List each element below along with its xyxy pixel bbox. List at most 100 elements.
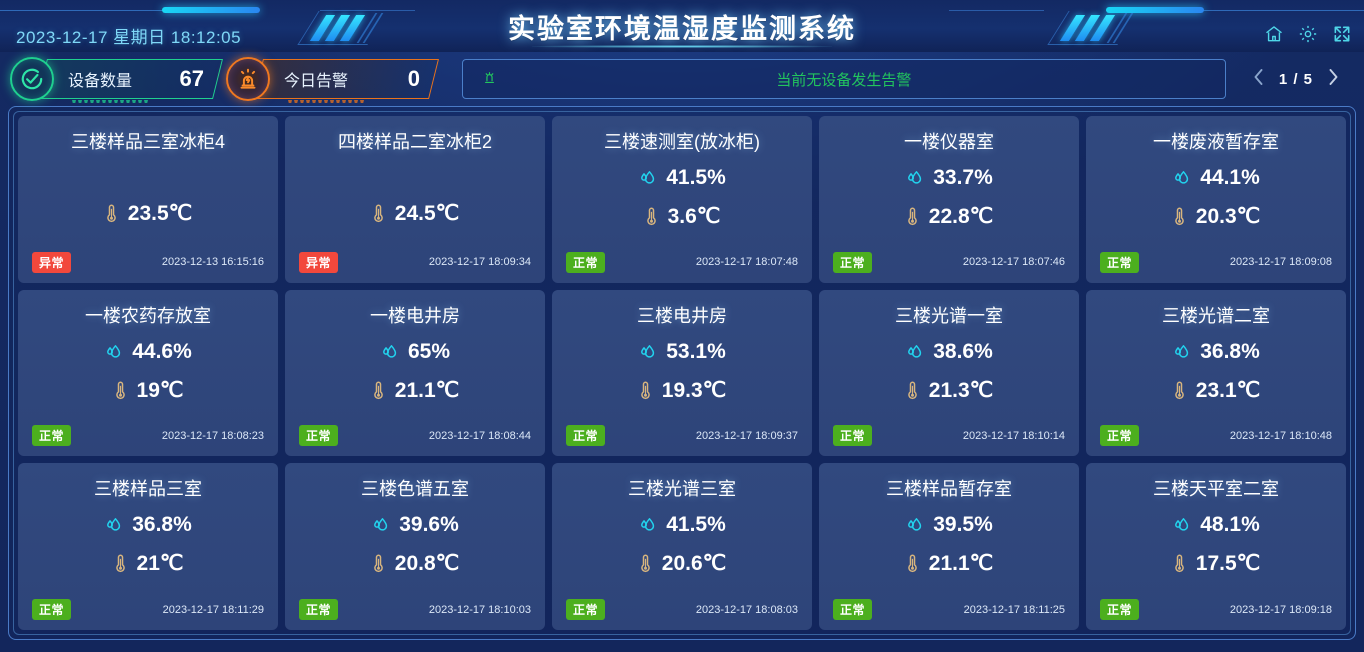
temperature-value: 21℃ [136, 552, 184, 576]
humidity-value: 36.8% [132, 513, 192, 537]
device-card[interactable]: 三楼天平室二室 48.1% 17.5℃ 正常 2023-12-17 18:09:18 [1086, 463, 1346, 630]
gear-icon[interactable] [1298, 24, 1318, 44]
stat-device-count[interactable]: 设备数量 67 [10, 57, 223, 103]
thermometer-icon [905, 206, 920, 227]
device-card-footer: 异常 2023-12-13 16:15:16 [28, 251, 268, 275]
humidity-metric: 38.6% [905, 340, 993, 364]
device-card[interactable]: 三楼样品三室冰柜4 23.5℃ 异常 2023-12-13 16:15:16 [18, 116, 278, 283]
humidity-value: 44.6% [132, 339, 192, 363]
thermometer-icon [371, 380, 386, 401]
last-updated-timestamp: 2023-12-17 18:09:37 [695, 429, 798, 442]
device-card-footer: 正常 2023-12-17 18:09:37 [562, 425, 802, 448]
device-card[interactable]: 一楼废液暂存室 44.1% 20.3℃ 正常 2023-12-17 18:09:08 [1086, 116, 1346, 283]
last-updated-timestamp: 2023-12-17 18:10:14 [962, 429, 1065, 442]
temperature-value: 22.8℃ [928, 205, 994, 228]
thermometer-icon [638, 553, 653, 574]
home-icon[interactable] [1264, 24, 1284, 44]
temperature-value: 21.1℃ [928, 552, 994, 576]
header-rule-inner-right [949, 10, 1044, 11]
water-drop-icon [638, 168, 657, 188]
device-card[interactable]: 一楼仪器室 33.7% 22.8℃ 正常 2023-12-17 18:07:46 [819, 116, 1079, 283]
water-drop-icon [905, 168, 924, 188]
last-updated-timestamp: 2023-12-17 18:10:48 [1229, 429, 1332, 442]
temperature-value: 21.3℃ [928, 378, 994, 402]
last-updated-timestamp: 2023-12-17 18:11:25 [963, 603, 1065, 616]
water-drop-icon [104, 342, 123, 362]
temperature-metric: 21.3℃ [905, 378, 993, 403]
thermometer-icon [638, 380, 653, 401]
device-card[interactable]: 三楼速测室(放冰柜) 41.5% 3.6℃ 正常 2023-12-17 18:07:48 [552, 116, 812, 283]
device-card[interactable]: 三楼样品暂存室 39.5% 21.1℃ 正常 2023-12-17 18:11:25 [819, 463, 1079, 630]
humidity-value: 41.5% [666, 166, 726, 189]
last-updated-timestamp: 2023-12-17 18:11:29 [162, 603, 264, 616]
device-card-title: 三楼样品三室冰柜4 [70, 132, 225, 152]
last-updated-timestamp: 2023-12-13 16:15:16 [161, 256, 264, 269]
status-badge: 正常 [1100, 425, 1140, 447]
device-card-footer: 正常 2023-12-17 18:07:46 [829, 251, 1069, 275]
temperature-metric: 23.1℃ [1172, 378, 1260, 403]
status-badge: 正常 [566, 599, 606, 620]
pagination-next-button[interactable] [1327, 67, 1340, 92]
temperature-value: 20.8℃ [394, 552, 460, 576]
device-card[interactable]: 三楼样品三室 36.8% 21℃ 正常 2023-12-17 18:11:29 [18, 463, 278, 630]
plate-teeth [288, 95, 380, 103]
device-card[interactable]: 三楼色谱五室 39.6% 20.8℃ 正常 2023-12-17 18:10:03 [285, 463, 545, 630]
stat-today-alarms-plate: 今日告警 0 [253, 59, 439, 103]
device-card[interactable]: 三楼光谱二室 36.8% 23.1℃ 正常 2023-12-17 18:10:48 [1086, 289, 1346, 457]
humidity-metric: 53.1% [638, 340, 726, 364]
device-card[interactable]: 三楼光谱三室 41.5% 20.6℃ 正常 2023-12-17 18:08:03 [552, 463, 812, 630]
pagination-prev-button[interactable] [1252, 67, 1265, 92]
temperature-value: 17.5℃ [1195, 552, 1261, 576]
status-badge: 异常 [299, 251, 339, 273]
water-drop-icon [1172, 168, 1191, 188]
temperature-value: 19.3℃ [661, 378, 727, 402]
water-drop-icon [1172, 515, 1191, 535]
thermometer-icon [113, 380, 128, 401]
device-card-footer: 异常 2023-12-17 18:09:34 [295, 251, 535, 275]
collapse-icon[interactable] [1332, 24, 1352, 44]
status-badge: 正常 [1100, 599, 1140, 620]
last-updated-timestamp: 2023-12-17 18:09:18 [1229, 603, 1332, 616]
header-icon-group [1264, 24, 1352, 44]
status-badge: 正常 [299, 425, 339, 447]
header-datetime: 2023-12-17 星期日 18:12:05 [16, 28, 242, 47]
humidity-value: 39.5% [933, 513, 993, 537]
water-drop-icon [104, 515, 123, 535]
status-badge: 正常 [833, 599, 873, 620]
water-drop-icon [1172, 342, 1191, 362]
device-card-footer: 正常 2023-12-17 18:10:03 [295, 599, 535, 622]
thermometer-icon [371, 203, 386, 224]
device-card[interactable]: 三楼光谱一室 38.6% 21.3℃ 正常 2023-12-17 18:10:14 [819, 289, 1079, 457]
header-accent-bar-right [1106, 7, 1204, 13]
device-card[interactable]: 四楼样品二室冰柜2 24.5℃ 异常 2023-12-17 18:09:34 [285, 116, 545, 283]
temperature-metric: 21℃ [113, 551, 184, 576]
humidity-metric: 36.8% [1172, 340, 1260, 364]
temperature-metric: 23.5℃ [104, 201, 192, 226]
temperature-value: 20.3℃ [1195, 205, 1261, 228]
alert-banner[interactable]: 当前无设备发生告警 [462, 59, 1226, 99]
status-badge: 正常 [1100, 251, 1140, 273]
device-card-title: 三楼电井房 [637, 305, 727, 326]
stat-today-alarms[interactable]: 今日告警 0 [226, 57, 439, 103]
thermometer-icon [104, 203, 119, 224]
last-updated-timestamp: 2023-12-17 18:08:44 [428, 429, 531, 442]
plate-teeth [72, 95, 164, 103]
device-card[interactable]: 三楼电井房 53.1% 19.3℃ 正常 2023-12-17 18:09:37 [552, 289, 812, 457]
last-updated-timestamp: 2023-12-17 18:07:48 [695, 256, 798, 269]
thermometer-icon [371, 553, 386, 574]
device-card[interactable]: 一楼农药存放室 44.6% 19℃ 正常 2023-12-17 18:08:23 [18, 289, 278, 457]
temperature-metric: 24.5℃ [371, 201, 459, 226]
device-panel: 三楼样品三室冰柜4 23.5℃ 异常 2023-12-13 16:15:16 四楼样品二… [8, 106, 1356, 640]
device-card-title: 一楼仪器室 [904, 132, 994, 152]
stat-device-count-plate: 设备数量 67 [37, 59, 223, 103]
alert-message: 当前无设备发生告警 [776, 71, 912, 89]
status-badge: 异常 [32, 251, 72, 273]
temperature-value: 3.6℃ [667, 205, 721, 228]
humidity-value: 41.5% [666, 513, 726, 537]
humidity-metric: 39.6% [371, 513, 459, 537]
humidity-metric: 48.1% [1172, 513, 1260, 537]
last-updated-timestamp: 2023-12-17 18:08:23 [161, 429, 264, 442]
device-card[interactable]: 一楼电井房 65% 21.1℃ 正常 2023-12-17 18:08:44 [285, 289, 545, 457]
device-card-title: 三楼色谱五室 [361, 479, 469, 500]
water-drop-icon [380, 342, 399, 362]
